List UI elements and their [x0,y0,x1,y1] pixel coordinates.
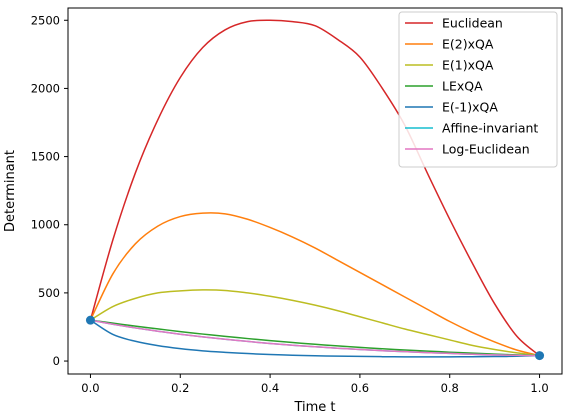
y-tick-label: 500 [38,286,60,300]
endpoint-marker-end [535,351,545,361]
legend-label-e-2-xqa: E(2)xQA [442,37,494,52]
x-tick-label: 0.4 [261,381,279,395]
y-tick-label: 1500 [31,150,60,164]
series-line-lexqa [90,319,540,357]
y-tick-label: 1000 [31,218,60,232]
x-tick-label: 0.2 [171,381,189,395]
plot-area [85,19,545,361]
y-tick-label: 0 [53,354,60,368]
legend-box [398,11,558,168]
series-line-e-2-xqa [89,212,540,357]
y-tick-label: 2000 [31,81,60,95]
y-axis-ticks: 0 500 1000 1500 2000 2500 [31,13,68,368]
x-tick-label: 0.0 [81,381,99,395]
series-line-e-1-xqa [90,319,540,358]
legend-label-affine-invariant: Affine-invariant [442,121,538,136]
endpoint-marker-start [85,315,95,325]
legend: Euclidean E(2)xQA E(1)xQA LExQA E(-1)xQA Affi… [398,11,558,168]
x-tick-label: 0.8 [441,381,459,395]
x-tick-label: 1.0 [530,381,548,395]
y-axis-label: Determinant [3,150,18,232]
plot-frame [67,7,563,375]
legend-label-lexqa: LExQA [442,79,483,94]
x-axis-ticks: 0.0 0.2 0.4 0.6 0.8 1.0 [81,374,549,395]
series-line-affine-invariant [90,319,540,357]
x-axis-label: Time t [293,400,335,415]
series-line-euclidean [89,19,541,357]
y-tick-label: 2500 [31,13,60,27]
legend-label-log-euclidean: Log-Euclidean [442,142,530,157]
legend-label-euclidean: Euclidean [442,16,503,31]
series-line-log-euclidean [90,319,540,357]
series-line-e-1-xqa [90,289,540,357]
x-tick-label: 0.6 [351,381,369,395]
legend-label-e-1-xqa: E(-1)xQA [442,100,498,115]
legend-label-e-1-xqa: E(1)xQA [442,58,494,73]
